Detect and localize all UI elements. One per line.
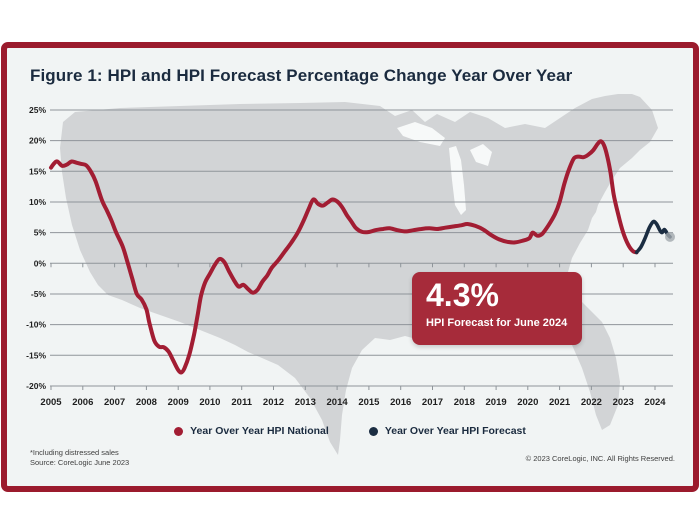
- legend-item-national: Year Over Year HPI National: [174, 425, 329, 437]
- y-axis-labels: 25% 20% 15% 10% 5% 0% -5% -10% -15% -20%: [26, 105, 46, 391]
- us-map-silhouette: [60, 94, 658, 455]
- x-axis-label: 2005: [40, 397, 62, 408]
- y-axis-label: 0%: [34, 258, 47, 268]
- x-axis-label: 2016: [390, 397, 411, 408]
- x-axis-label: 2017: [422, 397, 443, 408]
- figure-title: Figure 1: HPI and HPI Forecast Percentag…: [30, 66, 573, 85]
- x-axis-label: 2012: [263, 397, 284, 408]
- y-axis-label: 10%: [29, 197, 46, 207]
- forecast-end-marker: [665, 231, 675, 242]
- x-axis-label: 2013: [295, 397, 316, 408]
- chart-legend: Year Over Year HPI National Year Over Ye…: [7, 425, 693, 437]
- x-axis-label: 2020: [517, 397, 538, 408]
- footnote-distressed-sales: *Including distressed sales: [30, 448, 119, 457]
- x-axis-label: 2019: [486, 397, 507, 408]
- x-axis-label: 2018: [454, 397, 475, 408]
- y-axis-label: 20%: [29, 136, 46, 146]
- footnote-source: Source: CoreLogic June 2023: [30, 458, 130, 468]
- legend-item-forecast: Year Over Year HPI Forecast: [368, 425, 526, 437]
- x-axis-label: 2006: [72, 397, 93, 408]
- y-axis-label: 5%: [34, 228, 47, 238]
- lake-michigan-icon: [449, 146, 466, 215]
- y-axis-label: 15%: [29, 166, 46, 176]
- y-axis-label: -5%: [31, 289, 47, 299]
- x-axis-label: 2008: [136, 397, 157, 408]
- x-axis-label: 2009: [168, 397, 189, 408]
- figure-frame: 25% 20% 15% 10% 5% 0% -5% -10% -15% -20% 2005 2006…: [1, 42, 699, 492]
- hpi-forecast-line: [634, 219, 672, 255]
- y-axis-label: 25%: [29, 105, 46, 115]
- lake-superior-icon: [397, 122, 445, 146]
- y-axis-label: -15%: [26, 350, 46, 360]
- us-map: [60, 94, 658, 455]
- x-axis-label: 2021: [549, 397, 571, 408]
- x-axis-label: 2023: [613, 397, 634, 408]
- lake-huron-icon: [470, 144, 492, 166]
- x-axis-label: 2022: [581, 397, 602, 408]
- x-axis-labels: 2005 2006 2007 2008 2009 2010 2011 2012 2013 2014…: [40, 397, 666, 408]
- x-axis-label: 2011: [231, 397, 252, 408]
- x-axis-label: 2010: [199, 397, 220, 408]
- forecast-legend-dot-icon: [368, 426, 378, 436]
- national-legend-dot-icon: [174, 426, 184, 436]
- x-axis-label: 2015: [358, 397, 380, 408]
- legend-label-forecast: Year Over Year HPI Forecast: [384, 425, 526, 437]
- x-axis-label: 2014: [327, 397, 349, 408]
- legend-label-national: Year Over Year HPI National: [190, 425, 329, 437]
- x-axis-label: 2007: [104, 397, 125, 408]
- hpi-national-line: [49, 139, 639, 375]
- copyright-text: © 2023 CoreLogic, INC. All Rights Reserv…: [525, 454, 675, 463]
- y-axis-label: -10%: [26, 320, 46, 330]
- y-axis-label: -20%: [26, 381, 46, 391]
- forecast-value-label: HPI Forecast for June 2024: [426, 316, 568, 329]
- forecast-value: 4.3%: [426, 277, 499, 313]
- x-axis-label: 2024: [644, 397, 666, 408]
- footnotes: *Including distressed sales Source: Core…: [30, 448, 129, 468]
- forecast-callout: 4.3% HPI Forecast for June 2024: [412, 272, 582, 345]
